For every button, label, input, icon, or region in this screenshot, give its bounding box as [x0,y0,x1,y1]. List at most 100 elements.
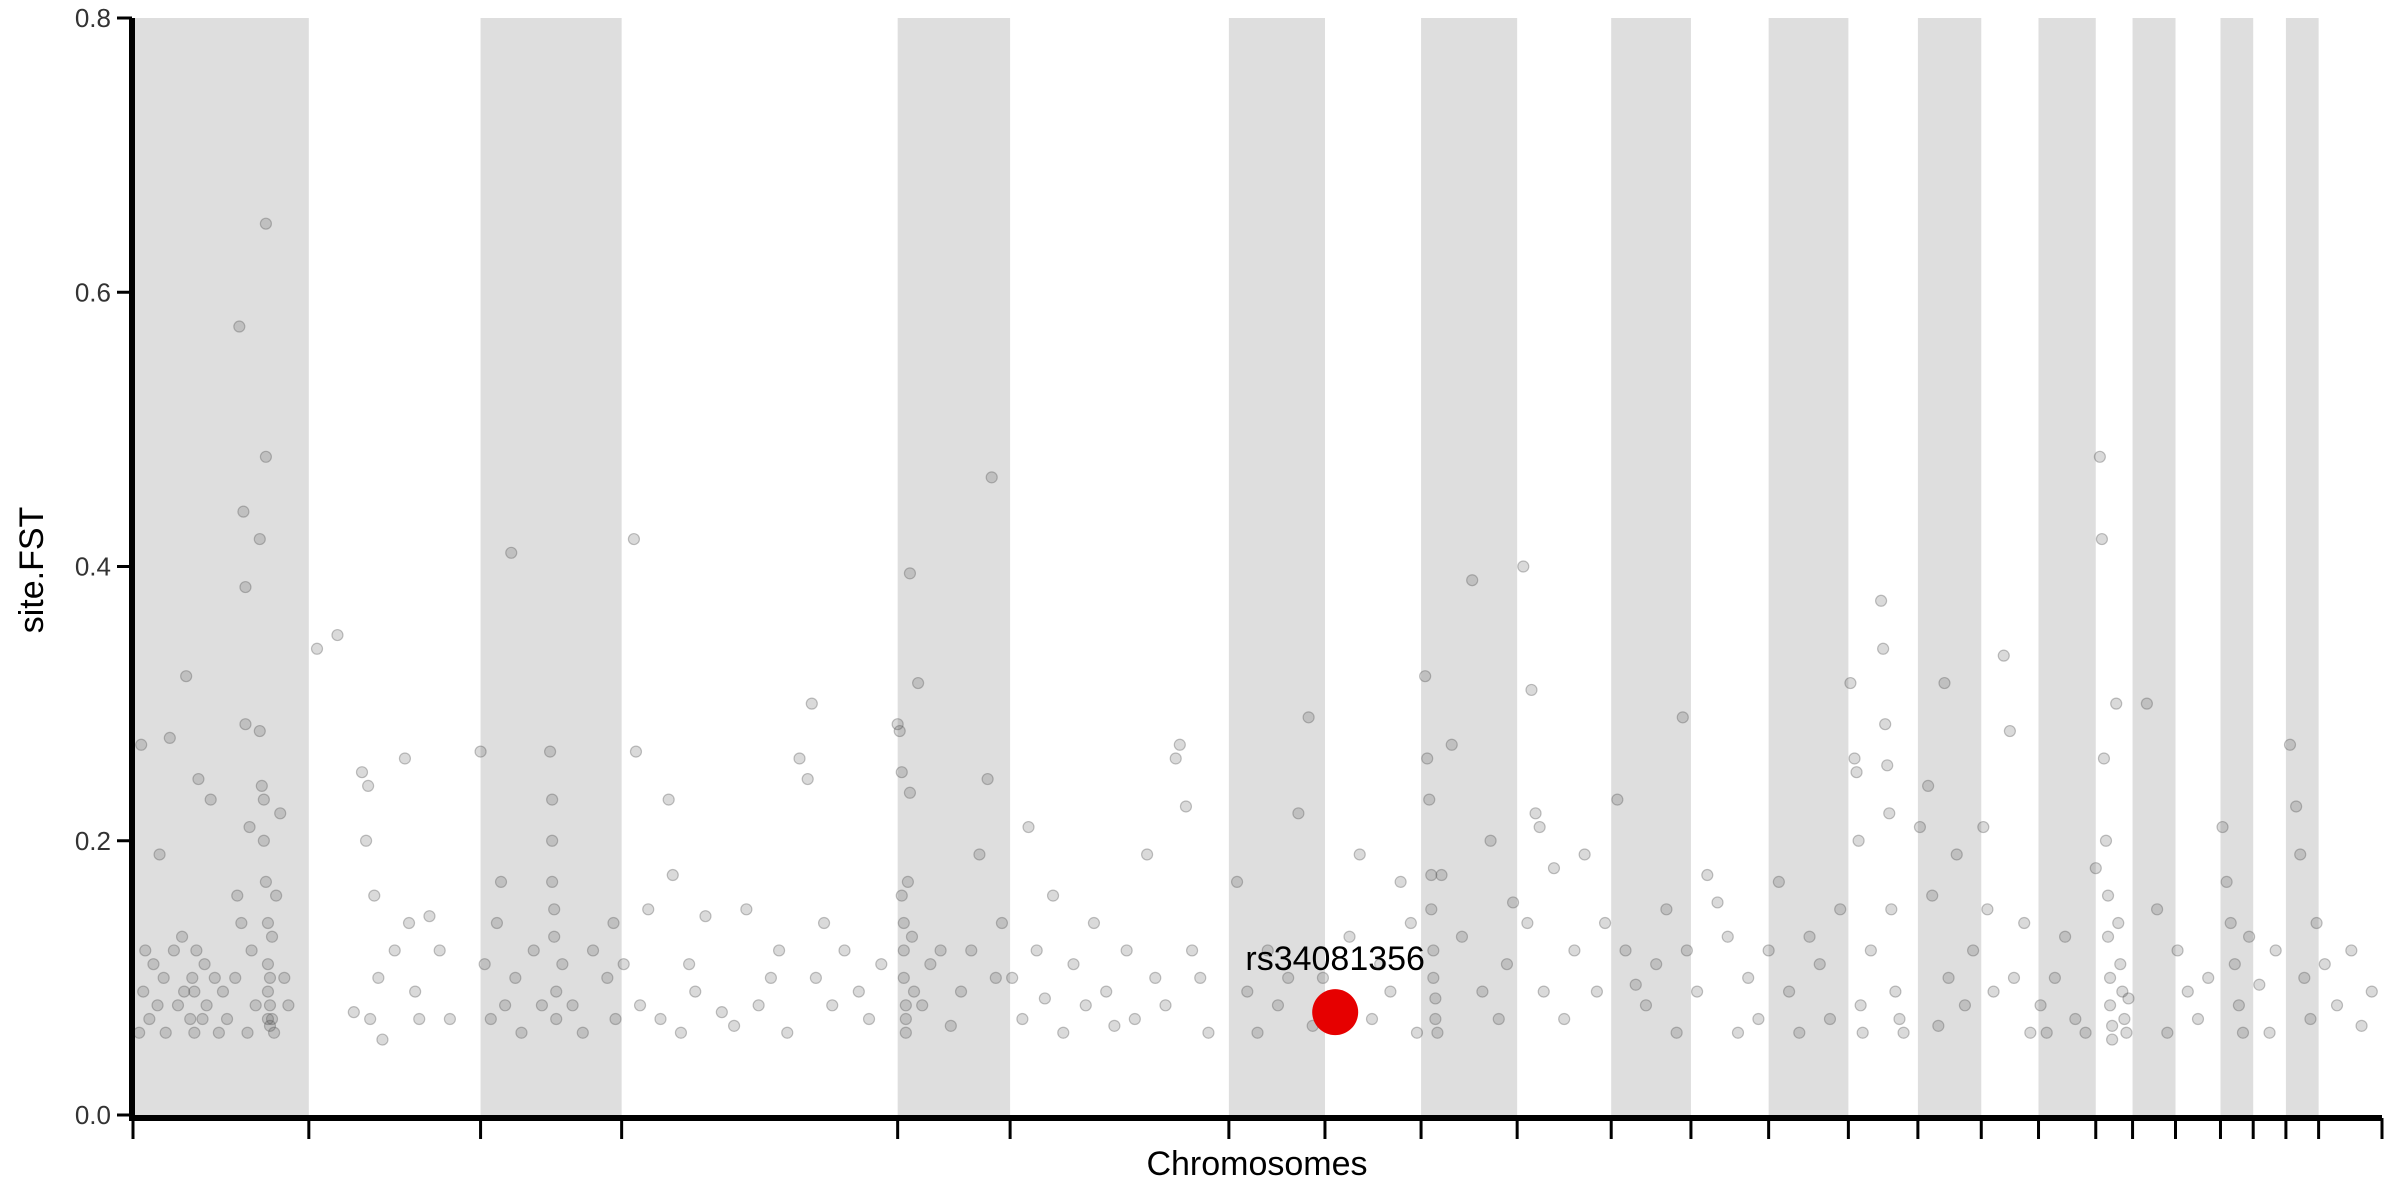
snp-point [157,971,170,984]
snp-point [2181,985,2194,998]
snp-point [546,875,559,888]
snp-point [1926,889,1939,902]
snp-point [257,793,270,806]
snp-point [2058,930,2072,943]
snp-point [192,772,205,786]
snp-point [903,567,917,580]
snp-point [1803,930,1816,943]
snp-point [1445,738,1458,751]
snp-point [186,971,199,984]
snp-point [2106,1033,2119,1046]
snp-point [274,807,287,820]
snp-point [1425,903,1438,916]
snp-point [2099,834,2113,847]
snp-point [509,971,522,984]
snp-point [2069,1012,2082,1026]
snp-point [2202,971,2215,984]
snp-point [2114,958,2127,971]
snp-point [2095,532,2108,546]
snp-point [2034,999,2047,1012]
snp-point [1421,752,1434,765]
snp-point [1854,999,1867,1012]
snp-point [2298,971,2311,984]
y-tick-label: 0.2 [75,826,111,856]
snp-point [2106,1019,2119,1032]
snp-point [548,930,561,943]
snp-point [2116,985,2129,998]
chromosome-band [480,18,622,1115]
snp-point [409,985,422,998]
snp-point [689,985,702,998]
snp-point [2310,916,2323,930]
snp-point [1302,711,1315,724]
snp-point [1782,985,1796,998]
snp-point [1057,1026,1070,1039]
snp-point [2161,1026,2174,1039]
snp-point [188,1026,201,1039]
snp-point [805,697,818,710]
snp-point [2294,848,2307,861]
snp-point [1533,820,1546,834]
snp-point [901,875,914,888]
snp-point [2024,1026,2037,1039]
snp-point [1427,944,1440,957]
snp-point [231,889,244,902]
snp-point [1590,985,1603,998]
snp-point [1169,752,1182,765]
snp-point [1852,834,1865,847]
snp-point [2232,999,2245,1012]
snp-point [253,532,266,546]
snp-point [515,1026,528,1039]
snp-point [1353,848,1366,861]
snp-point [1611,793,1624,806]
snp-point [1038,992,1051,1005]
snp-point [178,985,191,998]
snp-point [200,999,213,1012]
snp-point [852,985,865,998]
snp-point [1660,903,1673,916]
chromosome-band [2132,18,2176,1115]
y-tick-label: 0.4 [75,552,111,582]
snp-point [781,1026,794,1039]
snp-point [2040,1026,2053,1039]
snp-point [654,1012,667,1026]
snp-point [239,580,252,594]
y-tick-label: 0.6 [75,277,111,307]
snp-point [715,1006,728,1019]
snp-point [1404,916,1417,930]
snp-point [171,999,185,1012]
snp-point [1913,820,1927,834]
snp-point [1484,834,1497,847]
snp-point [1619,944,1632,957]
snp-point [2007,971,2021,984]
snp-point [2171,944,2184,957]
snp-point [2101,930,2115,943]
chromosome-band [1228,18,1325,1115]
snp-point [1466,574,1479,587]
snp-point [2122,992,2135,1005]
snp-point [1893,1012,1906,1026]
highlighted-snp-point[interactable] [1312,989,1359,1036]
snp-point [2263,1026,2276,1039]
snp-point [2290,800,2303,813]
snp-point [265,930,279,943]
snp-point [1731,1026,1745,1039]
snp-point [1179,800,1193,813]
snp-point [263,999,277,1012]
snp-point [1230,875,1244,888]
snp-point [261,985,275,998]
snp-point [1877,642,1890,655]
snp-point [899,999,912,1012]
snp-point [190,944,203,957]
snp-point [2112,916,2125,930]
snp-point [2243,930,2256,943]
chromosome-band [897,18,1011,1115]
snp-point [2220,875,2233,888]
snp-point [1762,944,1775,957]
snp-point [478,958,491,971]
snp-point [159,1026,172,1039]
snp-point [1423,793,1436,806]
snp-point [474,745,487,758]
snp-point [398,752,412,765]
snp-point [550,985,563,998]
